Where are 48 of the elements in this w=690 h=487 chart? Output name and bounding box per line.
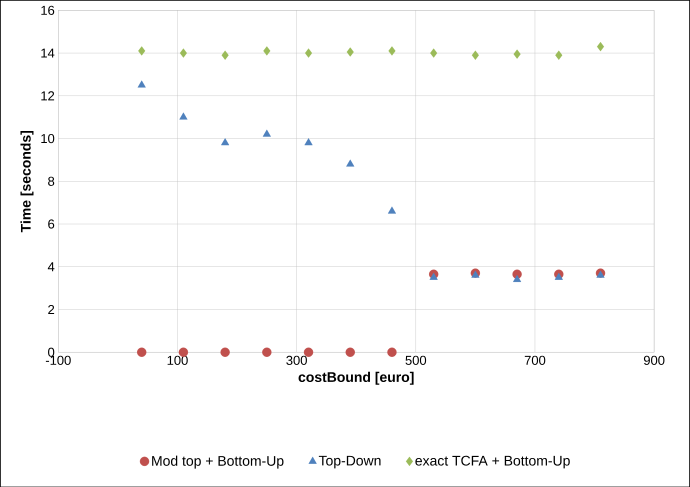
y-axis-title: Time [seconds] — [20, 130, 34, 232]
point — [304, 48, 312, 58]
y-tick-label: 8 — [48, 176, 54, 186]
point — [555, 50, 562, 60]
point — [596, 42, 604, 52]
point — [179, 112, 188, 120]
point — [346, 159, 354, 166]
legend-label: Top-Down — [318, 456, 381, 468]
point — [514, 49, 521, 59]
point — [346, 347, 355, 357]
point — [304, 138, 313, 146]
point — [222, 50, 229, 60]
y-tick-label: 0 — [48, 347, 54, 357]
y-tick-label: 16 — [41, 6, 54, 15]
point — [388, 46, 396, 56]
point — [221, 138, 230, 146]
y-tick-label: 4 — [48, 262, 54, 272]
point — [388, 206, 396, 214]
point — [430, 48, 438, 58]
x-tick-label: 100 — [168, 356, 188, 365]
x-tick-label: -100 — [46, 356, 71, 365]
point — [220, 347, 230, 357]
y-tick-label: 6 — [48, 219, 54, 228]
x-tick-label: 900 — [644, 356, 664, 365]
point — [387, 347, 397, 357]
x-tick-label: 300 — [286, 356, 307, 365]
x-axis-title: costBound [euro] — [298, 372, 414, 385]
point — [554, 272, 563, 280]
point — [304, 347, 314, 357]
point — [472, 50, 479, 60]
point — [138, 46, 146, 56]
point — [137, 347, 146, 357]
x-tick-label: 500 — [405, 356, 426, 365]
legend-label: Mod top + Bottom-Up — [152, 455, 284, 468]
y-tick-label: 12 — [41, 91, 54, 100]
point — [262, 129, 271, 137]
y-tick-label: 14 — [41, 48, 54, 58]
point — [346, 47, 354, 56]
legend-label: exact TCFA + Bottom-Up — [415, 456, 570, 468]
y-tick-label: 10 — [41, 134, 54, 143]
point — [180, 48, 187, 58]
y-tick-label: 2 — [48, 304, 54, 314]
point — [262, 347, 272, 357]
x-tick-label: 700 — [524, 356, 546, 365]
point — [513, 274, 522, 282]
point — [430, 272, 438, 280]
point — [138, 80, 146, 88]
point — [263, 46, 270, 56]
